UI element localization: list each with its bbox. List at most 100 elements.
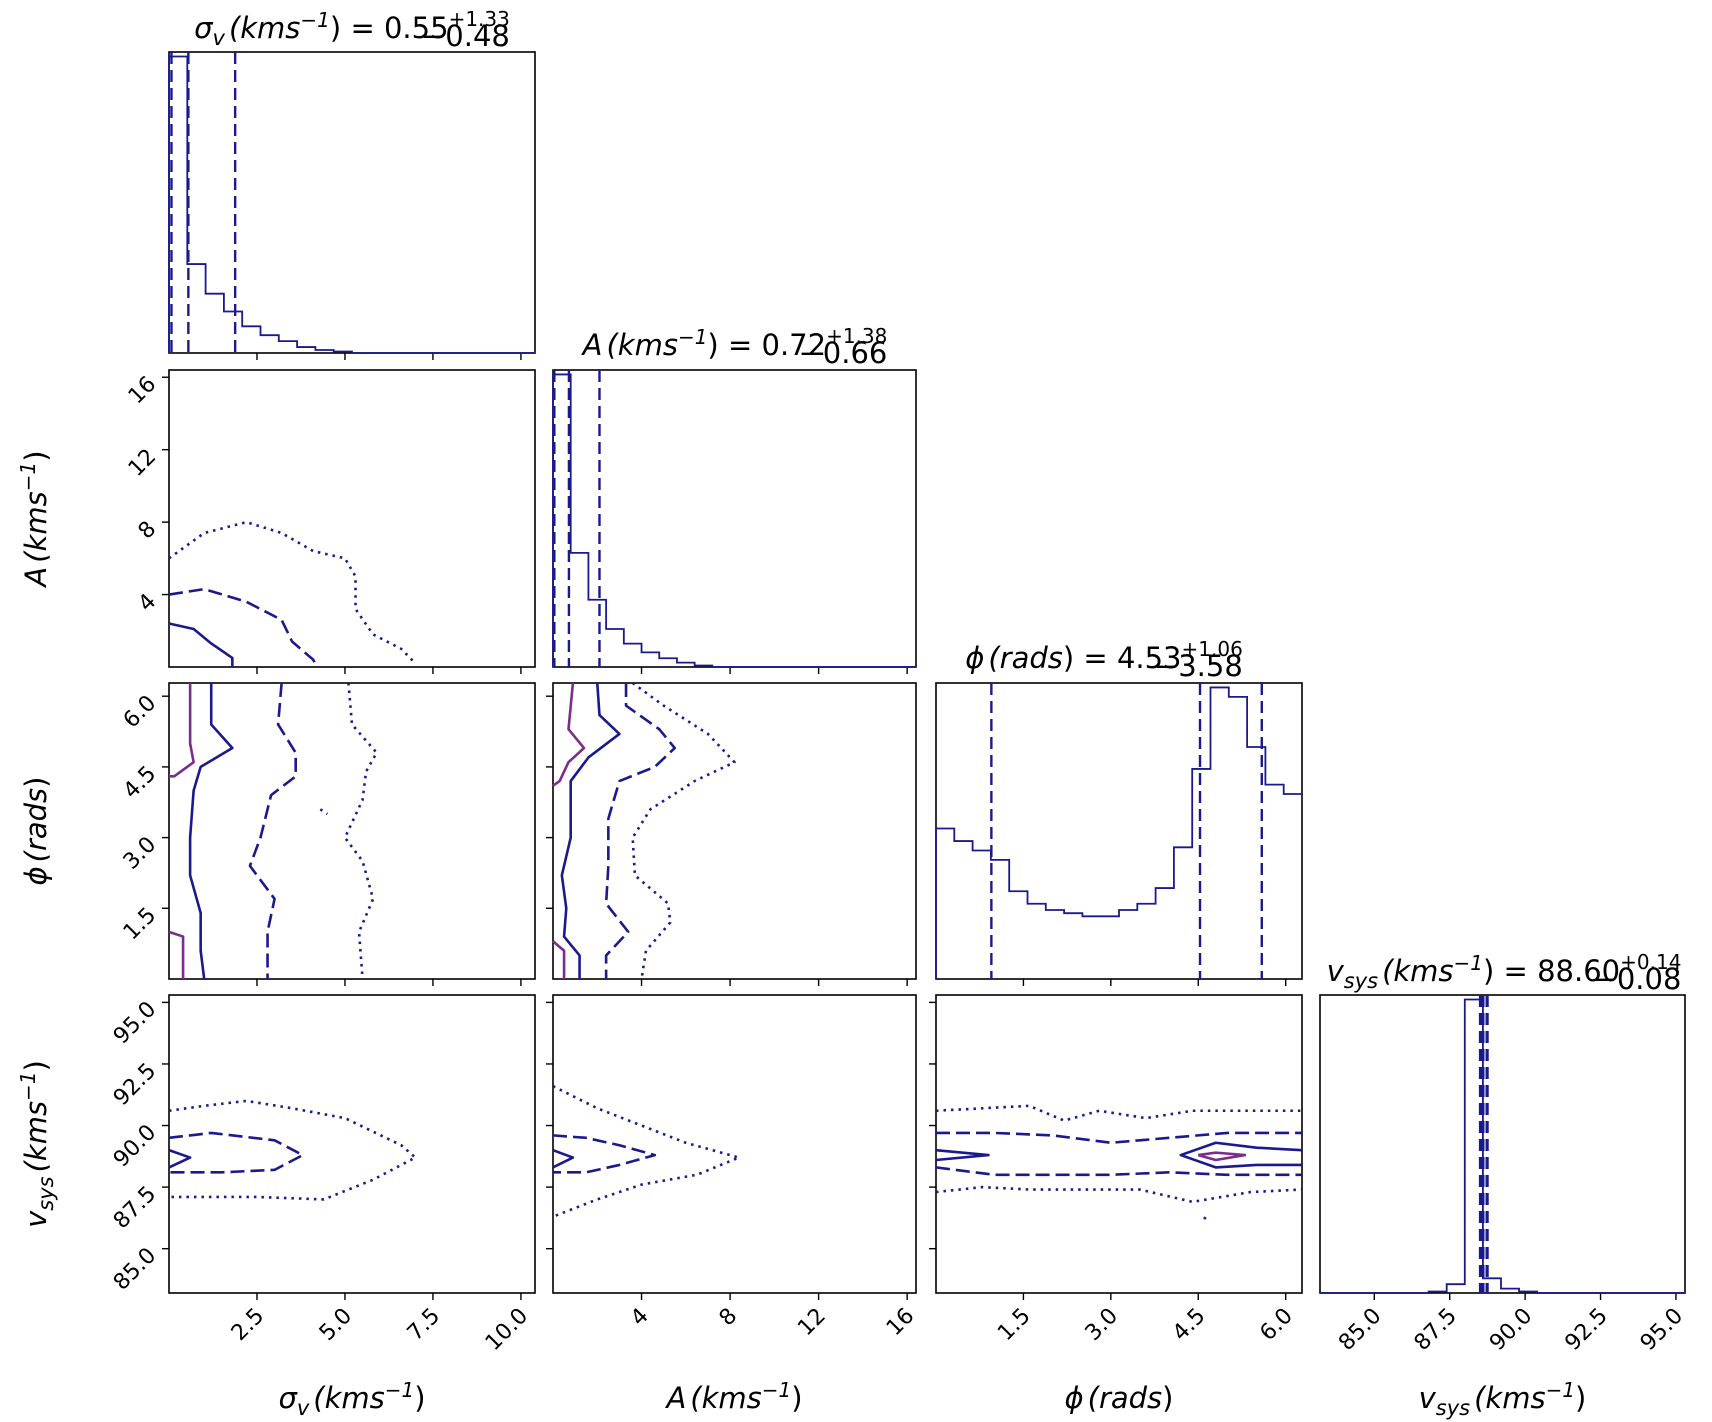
axis-symbol: ϕ — [1065, 1381, 1084, 1415]
contour-dotted — [935, 1104, 1302, 1122]
axis-unit: (kms — [1474, 1381, 1545, 1415]
x-tick-label: 92.5 — [1560, 1304, 1612, 1356]
title-unit-exponent: −1 — [1454, 951, 1483, 975]
title-equals: = — [1494, 954, 1537, 988]
x-tick-label: 16 — [882, 1304, 919, 1341]
x-axis-label-phi: ϕ (rads) — [1065, 1381, 1174, 1415]
y-tick-label: 4.5 — [119, 761, 161, 803]
title-upper-error: +1.06 — [1182, 637, 1243, 661]
axis-unit: (kms — [313, 1381, 384, 1415]
title-equals: = — [719, 328, 762, 362]
axis-symbol: A — [19, 567, 53, 589]
axis-unit-close: ) — [1575, 1381, 1586, 1415]
title-subscript: sys — [1344, 969, 1378, 993]
title-text: A (kms−1) = 0.72+1.38 — [581, 324, 888, 362]
title-symbol: A — [581, 328, 603, 362]
axis-subscript: sys — [1436, 1396, 1470, 1420]
title-upper-error: +1.38 — [826, 324, 887, 348]
axis-unit: (kms — [19, 1101, 53, 1172]
axis-unit-exponent: −1 — [16, 462, 40, 491]
title-median: 0.72 — [762, 328, 827, 362]
contour-dashed — [248, 682, 297, 979]
y-tick-label: 8 — [134, 517, 162, 545]
x-tick-label: 3.0 — [1081, 1304, 1123, 1346]
x-tick-label: 10.0 — [481, 1304, 533, 1356]
contour-solid — [188, 683, 234, 980]
title-A: A (kms−1) = 0.72+1.38−0.66 — [581, 324, 888, 370]
contour-dotted — [343, 682, 378, 980]
x-tick-label: 7.5 — [403, 1304, 445, 1346]
title-text: vsys (kms−1) = 88.60+0.14 — [1327, 950, 1682, 993]
y-tick-label: 6.0 — [119, 691, 161, 733]
y-tick-label: 4 — [134, 589, 162, 617]
y-tick-label: 90.0 — [109, 1120, 161, 1172]
panel-phi-vs-A — [546, 681, 917, 986]
title-unit-close: ) — [330, 11, 341, 45]
title-median: 88.60 — [1537, 954, 1620, 988]
contour-dashed — [935, 1166, 1302, 1177]
contour-solid — [552, 1148, 575, 1169]
axis-unit-exponent: −1 — [762, 1378, 791, 1402]
y-tick-label: 87.5 — [109, 1182, 161, 1234]
panel-sigma_v-vs-sigma_v — [168, 51, 536, 360]
title-unit: (kms — [606, 328, 677, 362]
x-axis-label-v_sys: vsys (kms−1) — [1419, 1378, 1587, 1420]
title-phi: ϕ (rads) = 4.53+1.06−3.58 — [965, 637, 1243, 683]
axis-unit-close: ) — [791, 1381, 802, 1415]
title-lower-error: −3.58 — [1154, 649, 1243, 683]
contour-dotted — [935, 1185, 1303, 1204]
histogram-A — [552, 373, 916, 668]
title-unit-exponent: −1 — [300, 8, 329, 32]
panel-frame — [168, 369, 536, 668]
axis-unit: (rads — [19, 788, 53, 863]
title-upper-error: +0.14 — [1620, 950, 1681, 974]
contour-dotted — [1203, 1214, 1209, 1220]
panel-frame — [1319, 994, 1686, 1294]
panel-frame — [552, 682, 917, 980]
contour-dotted — [168, 1099, 417, 1201]
axis-unit-exponent: −1 — [385, 1378, 414, 1402]
panel-A-vs-A — [552, 369, 917, 674]
y-axis-label-A: A (kms−1) — [16, 450, 53, 588]
axis-unit-exponent: −1 — [16, 1071, 40, 1100]
contour-dashed — [168, 587, 318, 668]
axis-symbol: σ — [278, 1381, 298, 1415]
contour-solid — [168, 1148, 192, 1169]
contour-dashed — [552, 1134, 657, 1174]
title-v_sys: vsys (kms−1) = 88.60+0.14−0.08 — [1327, 950, 1682, 996]
title-lower-error: −0.66 — [799, 336, 888, 370]
axis-unit: (rads — [1088, 1381, 1163, 1415]
axis-unit-close: ) — [414, 1381, 425, 1415]
title-equals: = — [341, 11, 384, 45]
panel-v_sys-vs-phi: 1.5 3.0 4.5 6.0 — [929, 994, 1303, 1346]
y-tick-label: 12 — [124, 444, 161, 481]
axis-unit: (kms — [690, 1381, 761, 1415]
panel-v_sys-vs-A: 4 8 12 16 — [546, 994, 919, 1341]
title-symbol: v — [1327, 954, 1345, 988]
panel-frame — [168, 994, 536, 1294]
contour-dashed — [936, 1131, 1302, 1145]
x-tick-label: 6.0 — [1255, 1304, 1297, 1346]
axis-unit-exponent: −1 — [1546, 1378, 1575, 1402]
panel-frame — [552, 369, 917, 668]
title-subscript: v — [213, 26, 226, 50]
title-unit: (kms — [229, 11, 300, 45]
x-tick-label: 85.0 — [1334, 1304, 1386, 1356]
contour-solid — [935, 1148, 990, 1162]
panel-frame — [552, 994, 917, 1294]
x-tick-label: 2.5 — [227, 1304, 269, 1346]
panel-v_sys-vs-sigma_v: 2.5 5.0 7.5 10.0 85.0 87.5 90.0 92.5 95.0 — [109, 994, 536, 1356]
contour-dashed — [168, 1131, 305, 1174]
y-tick-label: 95.0 — [109, 997, 161, 1049]
axis-symbol: A — [664, 1381, 686, 1415]
contour-inner — [168, 930, 185, 979]
contour-dotted — [319, 808, 329, 816]
panel-phi-vs-sigma_v: 1.5 3.0 4.5 6.0 — [119, 682, 536, 986]
contour-inner — [552, 940, 566, 979]
y-tick-label: 92.5 — [109, 1059, 161, 1111]
y-tick-label: 1.5 — [119, 903, 161, 945]
contour-inner — [552, 682, 586, 787]
title-median: 0.55 — [384, 11, 449, 45]
x-tick-label: 1.5 — [993, 1304, 1035, 1346]
